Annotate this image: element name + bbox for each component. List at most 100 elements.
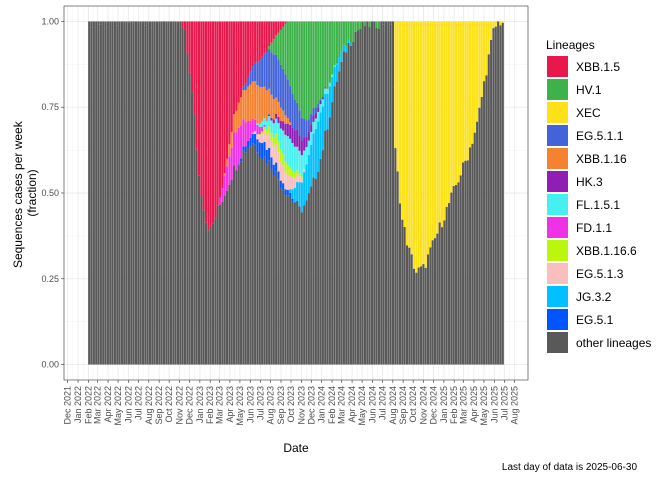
bar-segment-xec: [469, 21, 472, 148]
bar-segment-hk-3: [291, 127, 294, 144]
bar-segment-xbb-1-5: [277, 21, 280, 33]
bar-segment-other-lineages: [256, 152, 259, 365]
bar-segment-fl-1-5-1: [303, 150, 306, 170]
bar-segment-other-lineages: [338, 71, 341, 365]
bar-segment-xbb-1-16: [268, 88, 271, 115]
bar-segment-other-lineages: [153, 21, 156, 26]
bar-segment-fd-1-1: [254, 119, 257, 132]
x-tick-label: Feb 2023: [205, 386, 215, 424]
bar-segment-eg-5-1: [261, 143, 264, 159]
bar-segment-eg-5-1-1: [300, 117, 303, 141]
bar-segment-xbb-1-16: [282, 110, 285, 122]
bar-segment-xbb-1-16: [223, 173, 226, 176]
bar-segment-xbb-1-16-6: [258, 134, 261, 136]
bar-segment-xbb-1-16-6: [300, 176, 303, 179]
x-tick-label: May 2023: [235, 386, 245, 426]
bar-segment-jg-3-2: [289, 189, 292, 193]
bar-segment-other-lineages: [326, 129, 329, 365]
bar-segment-fl-1-5-1: [275, 118, 278, 134]
bar-segment-fl-1-5-1: [310, 131, 313, 145]
bar-segment-hk-3: [300, 140, 303, 156]
legend-swatch: [547, 240, 568, 261]
bar-segment-fl-1-5-1: [296, 146, 299, 171]
bar-segment-jg-3-2: [300, 182, 303, 213]
bar-segment-hk-3: [305, 136, 308, 148]
bar-segment-other-lineages: [240, 161, 243, 365]
bar-segment-eg-5-1-3: [254, 131, 257, 135]
bar-segment-other-lineages: [153, 25, 156, 365]
bar-segment-other-lineages: [261, 158, 264, 365]
bar-segment-other-lineages: [298, 206, 301, 365]
bar-segment-other-lineages: [476, 121, 479, 365]
bar-segment-other-lineages: [137, 21, 140, 365]
bar-segment-eg-5-1-3: [251, 132, 254, 134]
bar-segment-xbb-1-16: [256, 85, 259, 124]
bar-segment-xbb-1-5: [256, 21, 259, 63]
y-axis: 0.00 0.25 0.50 0.75 1.00: [41, 16, 64, 370]
bar-segment-eg-5-1-1: [319, 99, 322, 101]
bar-segment-other-lineages: [148, 21, 152, 365]
bar-segment-xec: [490, 21, 493, 40]
bar-segment-other-lineages: [155, 21, 159, 23]
bar-segment-other-lineages: [268, 160, 271, 365]
x-tick-label: May 2022: [113, 386, 123, 426]
bar-segment-jg-3-2: [345, 46, 348, 53]
bar-segment-xbb-1-5: [188, 21, 191, 73]
bar-segment-fl-1-5-1: [270, 120, 273, 133]
bar-segment-other-lineages: [247, 148, 250, 365]
bar-segment-jg-3-2: [305, 164, 308, 201]
bar-segment-other-lineages: [109, 21, 112, 365]
bar-segment-fd-1-1: [230, 147, 233, 181]
bar-segment-hv-1: [321, 21, 324, 98]
bar-segment-hv-1: [275, 35, 278, 55]
bar-segment-xec: [471, 21, 474, 144]
x-tick-label: Jun 2023: [245, 386, 255, 423]
bar-segment-xbb-1-5: [221, 21, 224, 189]
x-tick-label: Aug 2023: [266, 386, 276, 425]
bar-segment-other-lineages: [230, 180, 233, 365]
bar-segment-xbb-1-5: [207, 21, 210, 231]
bar-segment-xbb-1-16: [272, 99, 275, 120]
bar-segment-other-lineages: [459, 175, 462, 365]
bar-segment-other-lineages: [102, 22, 105, 365]
bar-segment-xbb-1-16: [263, 86, 266, 119]
legend-label: FL.1.5.1: [576, 198, 620, 212]
bar-segment-xbb-1-5: [223, 21, 226, 174]
x-tick-label: May 2025: [479, 386, 489, 426]
bar-segment-other-lineages: [146, 23, 149, 365]
bar-segment-xec: [448, 21, 451, 204]
x-tick-label: Jan 2025: [439, 386, 449, 423]
bar-segment-eg-5-1-3: [272, 146, 275, 165]
x-tick-label: Dec 2024: [429, 386, 439, 425]
bar-segment-other-lineages: [211, 223, 215, 365]
bar-segment-hk-3: [293, 130, 296, 147]
bar-segment-xbb-1-16-6: [296, 170, 299, 175]
bar-segment-other-lineages: [501, 22, 504, 365]
bar-segment-eg-5-1-3: [277, 152, 280, 172]
bar-segment-other-lineages: [132, 23, 135, 365]
bar-segment-hv-1: [307, 21, 310, 120]
bar-segment-hv-1: [303, 21, 306, 119]
bar-segment-xbb-1-16-6: [286, 165, 289, 176]
bar-segment-other-lineages: [97, 21, 100, 25]
bar-segment-xbb-1-16: [244, 89, 247, 123]
bar-segment-other-lineages: [389, 21, 392, 25]
bar-segment-eg-5-1: [251, 133, 254, 144]
bar-segment-fd-1-1: [256, 124, 259, 135]
x-tick-label: Feb 2025: [449, 386, 459, 424]
bar-segment-eg-5-1-3: [279, 161, 282, 181]
bar-segment-eg-5-1-1: [249, 71, 252, 85]
bar-segment-xec: [499, 21, 502, 26]
bar-segment-jg-3-2: [293, 187, 296, 203]
x-tick-label: Jan 2022: [73, 386, 83, 423]
legend-items: XBB.1.5 HV.1 XEC EG.5.1.1 XBB.1.16 HK.3 FL.1.5…: [547, 56, 651, 353]
bar-segment-xbb-1-5: [197, 21, 201, 176]
bar-segment-hv-1: [333, 21, 336, 66]
bar-segment-jg-3-2: [314, 129, 317, 179]
bar-segment-hv-1: [347, 21, 350, 40]
bar-segment-eg-5-1-3: [289, 175, 292, 190]
bar-segment-jg-3-2: [317, 121, 320, 173]
legend-swatch: [547, 79, 568, 100]
bar-segment-eg-5-1-1: [251, 66, 254, 82]
